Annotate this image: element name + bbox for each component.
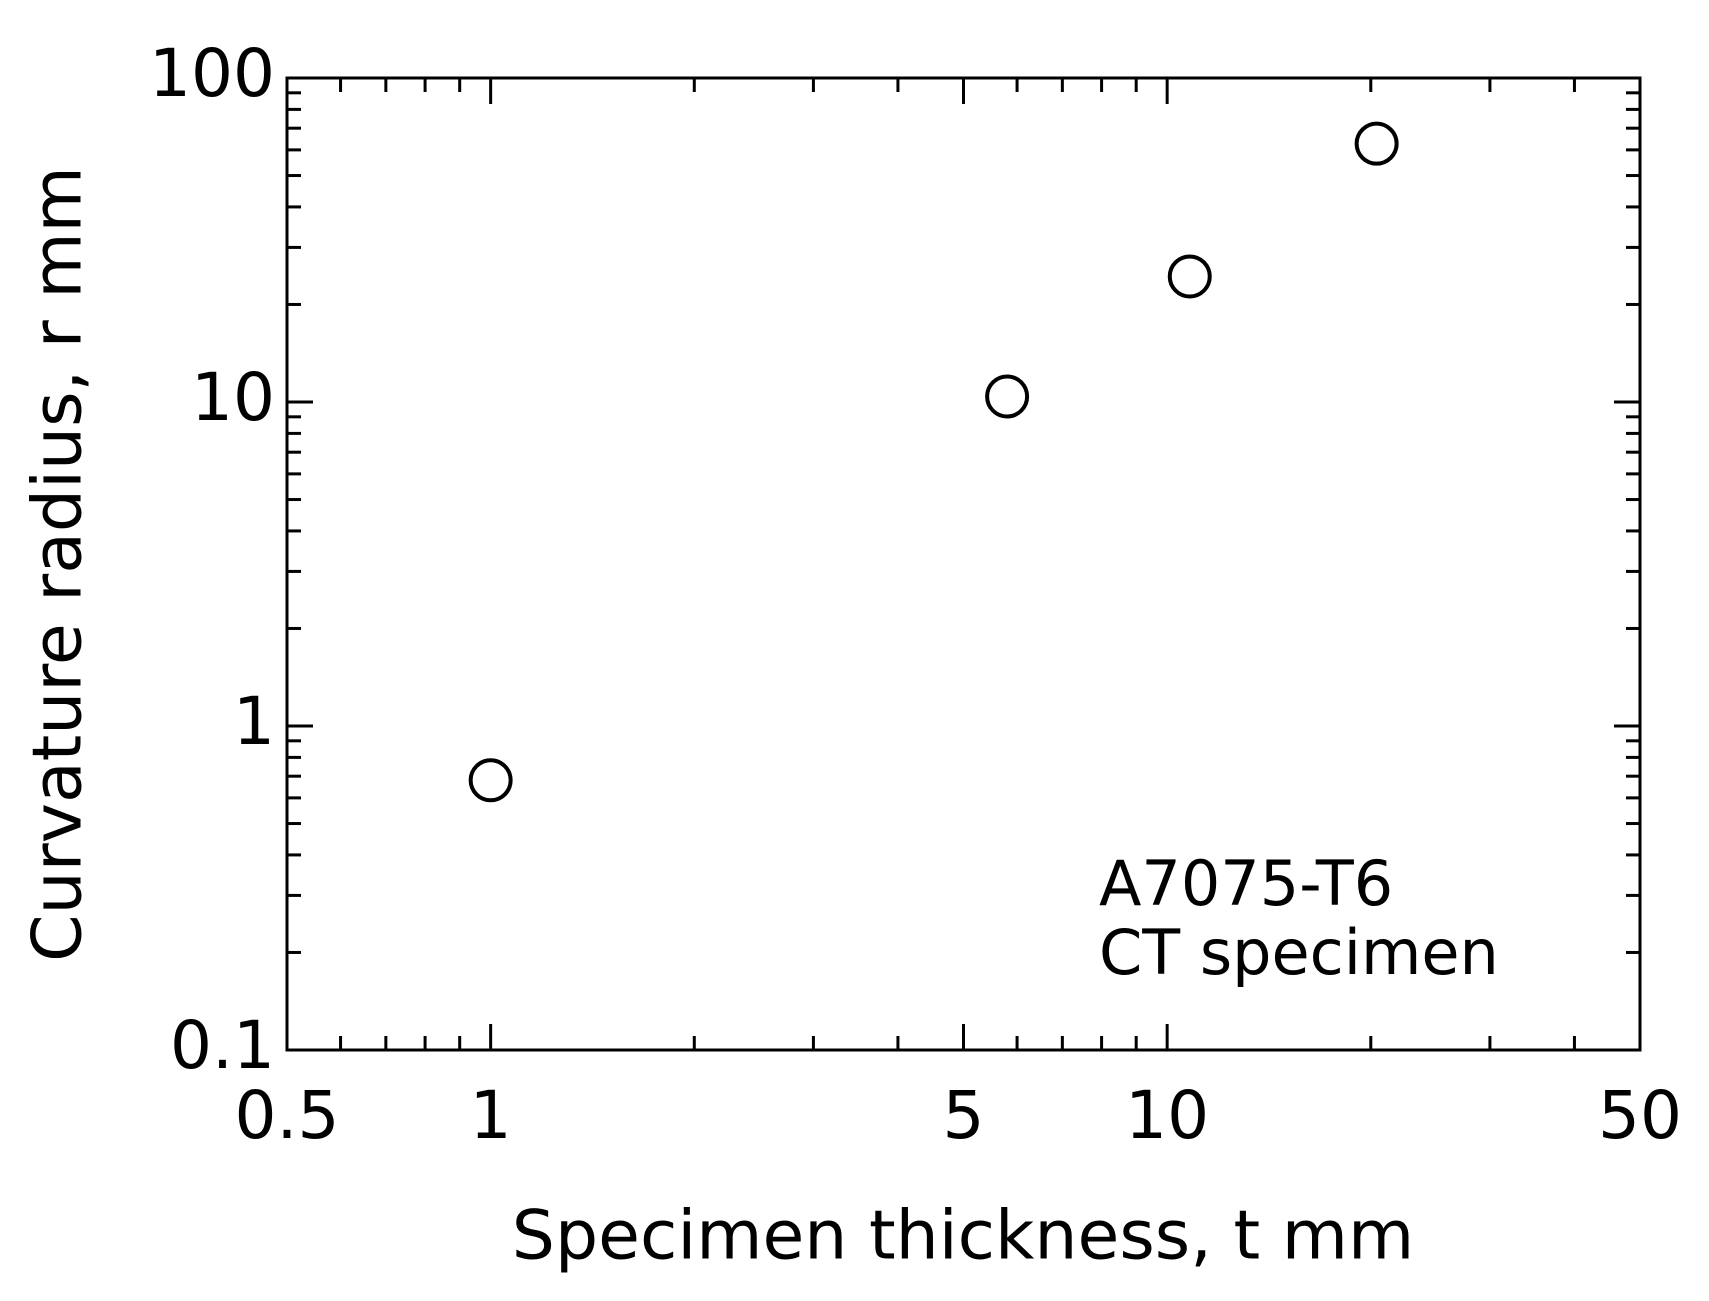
point	[985, 374, 1030, 419]
y-tick-label: 10	[191, 359, 275, 436]
x-tick-label: 5	[943, 1077, 985, 1154]
y-axis-label: Curvature radius, r mm	[19, 166, 98, 962]
plot-frame	[285, 76, 1642, 1052]
x-tick-label: 1	[470, 1077, 512, 1154]
y-tick-label: 0.1	[170, 1007, 275, 1084]
x-tick-label: 0.5	[235, 1077, 340, 1154]
x-tick-label: 10	[1125, 1077, 1209, 1154]
y-tick-label: 1	[233, 683, 275, 760]
annotation: A7075-T6	[1099, 847, 1393, 920]
point	[1167, 254, 1212, 299]
y-tick-label: 100	[149, 35, 275, 112]
point	[468, 758, 513, 803]
point	[1354, 121, 1399, 166]
x-tick-label: 50	[1598, 1077, 1682, 1154]
annotation: CT specimen	[1099, 916, 1499, 989]
x-axis-label: Specimen thickness, t mm	[512, 1197, 1414, 1276]
